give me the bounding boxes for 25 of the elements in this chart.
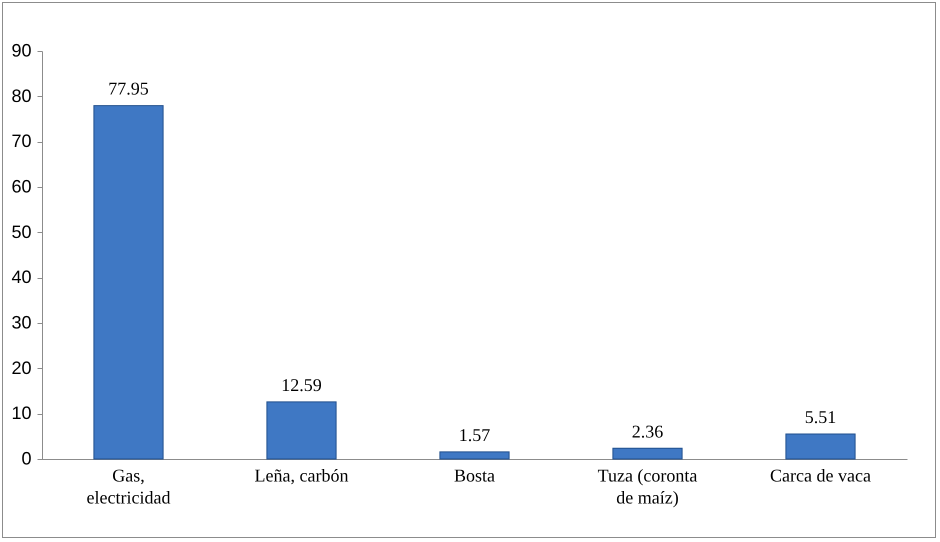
y-tick-label: 10 — [11, 403, 32, 424]
y-tick-label: 50 — [11, 222, 32, 242]
y-tick-label: 0 — [21, 448, 32, 468]
x-tick-label: Gas, electricidad — [86, 466, 170, 508]
data-label: 1.57 — [458, 424, 490, 445]
bar — [612, 448, 683, 460]
x-tick-label: Carca de vaca — [770, 466, 871, 486]
data-label: 77.95 — [108, 78, 149, 99]
bar — [785, 434, 856, 460]
data-label: 5.51 — [804, 407, 836, 428]
x-tick-label: Tuza (coronta de maíz) — [598, 466, 698, 508]
bar — [266, 401, 337, 460]
y-tick-label: 60 — [11, 176, 32, 196]
y-tick-label: 30 — [11, 312, 32, 332]
bar — [93, 105, 164, 460]
data-label: 12.59 — [281, 374, 322, 395]
y-tick-label: 40 — [11, 267, 32, 288]
y-tick-label: 90 — [11, 40, 32, 60]
x-tick-label: Bosta — [454, 466, 496, 486]
bar — [439, 451, 510, 460]
data-label: 2.36 — [632, 421, 664, 442]
y-tick-label: 20 — [11, 358, 32, 378]
y-tick-label: 70 — [11, 131, 32, 152]
x-tick-label: Leña, carbón — [254, 466, 348, 486]
y-tick-label: 80 — [11, 86, 32, 106]
